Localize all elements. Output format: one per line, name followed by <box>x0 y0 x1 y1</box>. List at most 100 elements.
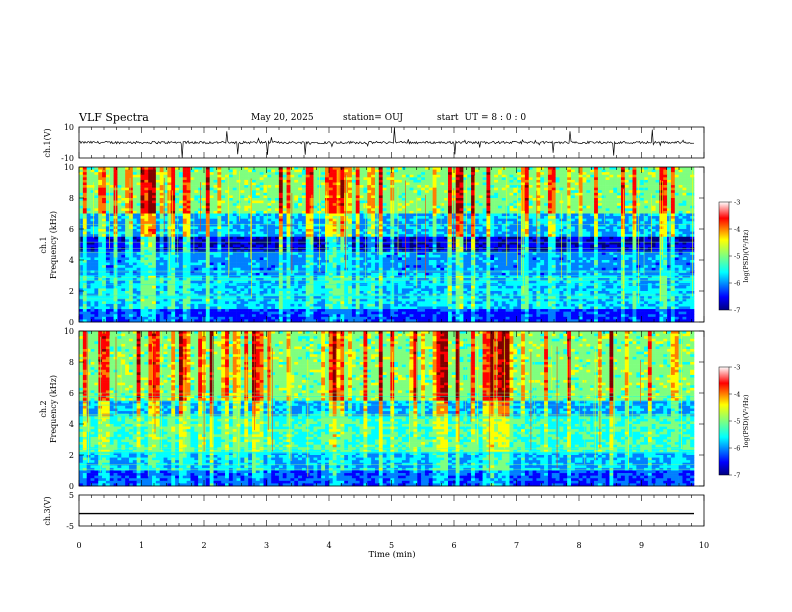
ch1-spec-cell <box>279 226 283 229</box>
ch1-spec-cell <box>502 206 506 209</box>
ch1-spec-cell <box>517 206 521 209</box>
ch1-spec-cell <box>102 214 106 217</box>
ch1-spec-cell <box>556 239 560 242</box>
ch1-spec-cell <box>156 234 160 237</box>
ch1-spec-cell <box>360 221 364 224</box>
ch1-spec-cell <box>517 214 521 217</box>
ch1-spec-cell <box>133 245 137 248</box>
ch1-spec-cell <box>375 177 379 180</box>
ch1-spec-cell <box>87 195 91 198</box>
ch1-spec-cell <box>629 211 633 214</box>
ch1-spec-cell <box>137 183 141 186</box>
ch1-spec-cell <box>306 206 310 209</box>
ch1-spec-cell <box>629 229 633 232</box>
ch1-spec-cell <box>390 234 394 237</box>
ch1-spec-cell <box>148 226 152 229</box>
ch1-spec-cell <box>325 214 329 217</box>
ch1-spec-cell <box>583 201 587 204</box>
ch1-spec-cell <box>456 198 460 201</box>
ch1-spec-cell <box>202 211 206 214</box>
ch1-spec-cell <box>271 167 275 170</box>
ch1-spec-cell <box>83 239 87 242</box>
ch1-spec-cell <box>533 193 537 196</box>
ch1-spec-cell <box>121 234 125 237</box>
ch1-spec-cell <box>237 208 241 211</box>
ch1-spec-cell <box>171 190 175 193</box>
ch1-spec-cell <box>133 195 137 198</box>
ch1-spec-cell <box>617 170 621 173</box>
ch1-spec-cell <box>406 211 410 214</box>
ch1-spec-cell <box>233 172 237 175</box>
ch1-spec-cell <box>340 239 344 242</box>
ch1-spec-cell <box>302 193 306 196</box>
ch1-spec-cell <box>498 239 502 242</box>
ch1-spec-cell <box>633 219 637 222</box>
ch1-spec-cell <box>244 226 248 229</box>
ch1-spec-cell <box>575 188 579 191</box>
ch1-spec-cell <box>133 203 137 206</box>
ch1-spec-cell <box>502 190 506 193</box>
ch1-spec-cell <box>148 234 152 237</box>
ch1-spec-cell <box>548 214 552 217</box>
ch1-spec-cell <box>456 226 460 229</box>
ch1-spec-cell <box>402 177 406 180</box>
ch1-spec-cell <box>267 245 271 248</box>
ch1-spec-cell <box>590 190 594 193</box>
ch1-spec-cell <box>360 226 364 229</box>
ch1-spec-cell <box>675 175 679 178</box>
ch1-spec-cell <box>571 177 575 180</box>
ch1-spec-cell <box>125 195 129 198</box>
ch1-spec-cell <box>287 206 291 209</box>
ch1-spec-cell <box>629 203 633 206</box>
ch1-spec-cell <box>367 193 371 196</box>
ch1-spec-cell <box>244 216 248 219</box>
ch1-spec-cell <box>494 170 498 173</box>
ch1-spec-cell <box>475 177 479 180</box>
ch1-spec-cell <box>575 232 579 235</box>
ch1-spec-cell <box>552 183 556 186</box>
ch1-spec-cell <box>210 188 214 191</box>
ch1-spec-cell <box>187 226 191 229</box>
ch1-spec-cell <box>329 211 333 214</box>
ch1-spec-cell <box>613 208 617 211</box>
ch1-spec-cell <box>656 214 660 217</box>
ch1-spec-cell <box>83 172 87 175</box>
ch1-spec-cell <box>467 172 471 175</box>
ch1-spec-cell <box>310 177 314 180</box>
ch1-spec-cell <box>117 245 121 248</box>
ch1-spec-cell <box>356 206 360 209</box>
ch1-spec-cell <box>329 216 333 219</box>
ch1-spec-cell <box>436 198 440 201</box>
ch1-spec-cell <box>152 221 156 224</box>
ch1-spec-cell <box>233 226 237 229</box>
ch1-spec-cell <box>421 193 425 196</box>
ch1-spec-cell <box>352 183 356 186</box>
ch1-spec-cell <box>436 185 440 188</box>
ch1-spec-cell <box>98 221 102 224</box>
ch1-spec-cell <box>91 219 95 222</box>
ch1-spec-cell <box>429 226 433 229</box>
ch1-spec-cell <box>448 208 452 211</box>
ch1-spec-cell <box>141 167 145 170</box>
ch1-spec-cell <box>486 229 490 232</box>
ch1-spec-cell <box>329 175 333 178</box>
ch1-spec-cell <box>221 234 225 237</box>
ch1-spec-cell <box>652 229 656 232</box>
ch1-spec-cell <box>679 211 683 214</box>
ch1-spec-cell <box>156 203 160 206</box>
ch1-spec-cell <box>471 170 475 173</box>
ch1-spec-cell <box>329 198 333 201</box>
ch1-spec-cell <box>217 185 221 188</box>
ch1-spec-cell <box>337 195 341 198</box>
ch1-spec-cell <box>671 188 675 191</box>
ch1-spec-cell <box>417 183 421 186</box>
ch1-spec-cell <box>644 177 648 180</box>
ch1-spec-cell <box>210 221 214 224</box>
ch1-spec-cell <box>321 193 325 196</box>
ch1-spec-cell <box>125 237 129 240</box>
ch1-spec-cell <box>598 172 602 175</box>
ch1-spec-cell <box>490 208 494 211</box>
ch1-spec-cell <box>125 203 129 206</box>
ch1-spec-cell <box>460 216 464 219</box>
ch1-spec-cell <box>306 221 310 224</box>
